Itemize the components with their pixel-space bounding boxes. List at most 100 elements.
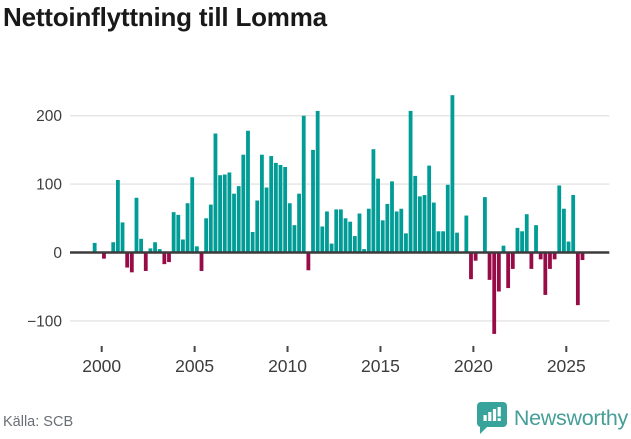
bar xyxy=(408,110,413,253)
bar xyxy=(329,243,334,253)
newsworthy-logo-icon xyxy=(476,402,507,434)
bar xyxy=(208,204,213,253)
x-axis-label: 2025 xyxy=(547,356,586,376)
bar xyxy=(483,197,487,253)
bar xyxy=(134,197,139,253)
bar xyxy=(431,202,436,253)
bar xyxy=(325,211,329,253)
bar xyxy=(297,193,301,253)
bar xyxy=(501,245,506,253)
bar xyxy=(385,203,390,253)
bar xyxy=(394,211,399,253)
bar xyxy=(222,174,227,253)
bar xyxy=(380,220,385,253)
bar xyxy=(376,178,380,253)
bar xyxy=(311,149,315,253)
bar xyxy=(120,222,125,253)
bar xyxy=(343,218,348,253)
x-axis-label: 2010 xyxy=(268,356,307,376)
bar xyxy=(362,249,367,253)
bar xyxy=(515,227,520,253)
bar xyxy=(552,252,557,260)
bar xyxy=(315,110,320,253)
bar xyxy=(450,95,455,253)
bar xyxy=(357,213,362,253)
bar xyxy=(487,252,492,280)
bar xyxy=(213,133,218,253)
bar xyxy=(185,203,190,253)
bar xyxy=(436,231,441,253)
bar xyxy=(348,221,353,253)
source-note: Källa: SCB xyxy=(3,414,74,430)
bar xyxy=(524,214,529,253)
bar xyxy=(562,208,566,253)
chart-title: Nettoinflyttning till Lomma xyxy=(3,2,327,32)
bar xyxy=(115,179,120,253)
x-axis-label: 2000 xyxy=(82,356,121,376)
bar xyxy=(399,208,404,253)
bar xyxy=(469,252,473,280)
x-axis-label: 2005 xyxy=(175,356,214,376)
bar xyxy=(218,175,222,253)
y-axis-label: 200 xyxy=(36,108,62,125)
bar xyxy=(492,252,497,334)
bar xyxy=(255,200,260,253)
bar xyxy=(162,252,167,265)
bar xyxy=(455,232,459,253)
bar xyxy=(506,252,511,289)
bar xyxy=(167,252,171,263)
bar xyxy=(338,209,343,253)
bar xyxy=(204,218,209,253)
x-axis-label: 2020 xyxy=(454,356,493,376)
bar xyxy=(417,196,422,253)
bar xyxy=(390,181,394,253)
bar xyxy=(306,252,311,271)
bar xyxy=(529,252,534,269)
bar xyxy=(129,252,134,273)
bar xyxy=(543,252,548,295)
bar xyxy=(153,242,157,253)
bar xyxy=(334,209,339,253)
bar xyxy=(143,252,148,271)
bar xyxy=(352,236,357,253)
bar xyxy=(125,252,130,268)
newsworthy-logo-text: Newsworthy xyxy=(513,405,628,430)
bar xyxy=(571,195,576,253)
bar xyxy=(273,162,278,253)
y-axis-label: 0 xyxy=(53,245,62,262)
bar xyxy=(278,164,283,253)
bar xyxy=(366,208,371,253)
bar xyxy=(176,214,181,253)
bar xyxy=(413,175,418,253)
bar xyxy=(496,252,501,292)
bar xyxy=(292,225,297,253)
bar xyxy=(441,231,446,253)
bar xyxy=(102,252,106,259)
bar xyxy=(548,252,552,269)
bar xyxy=(301,115,306,253)
bar xyxy=(371,149,376,253)
newsworthy-logo[interactable]: Newsworthy xyxy=(476,402,628,434)
bar xyxy=(566,241,571,253)
bar xyxy=(427,165,432,253)
bar xyxy=(320,226,325,253)
bar xyxy=(236,186,241,253)
bar xyxy=(538,252,543,260)
y-axis-label: −100 xyxy=(27,313,62,330)
bar xyxy=(557,185,562,253)
bar xyxy=(445,184,450,253)
bar xyxy=(250,231,255,253)
bar xyxy=(283,167,288,253)
bar xyxy=(241,154,246,253)
bar xyxy=(148,248,153,253)
bar xyxy=(534,225,538,253)
bar xyxy=(260,154,264,253)
bar xyxy=(194,246,199,253)
bar xyxy=(422,195,427,253)
bar xyxy=(580,252,585,261)
bar xyxy=(246,130,250,253)
bar xyxy=(190,177,195,253)
bar xyxy=(464,215,469,253)
